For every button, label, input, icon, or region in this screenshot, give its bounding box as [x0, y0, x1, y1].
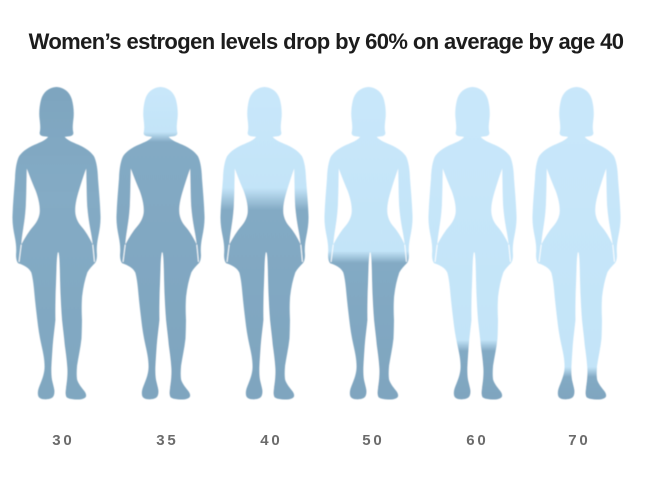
svg-text:70: 70	[568, 432, 589, 449]
svg-text:40: 40	[260, 432, 281, 449]
svg-text:50: 50	[362, 432, 383, 449]
svg-text:30: 30	[52, 432, 73, 449]
svg-text:Women’s estrogen levels drop b: Women’s estrogen levels drop by 60% on a…	[29, 29, 624, 54]
svg-text:60: 60	[466, 432, 487, 449]
svg-text:35: 35	[156, 432, 177, 449]
